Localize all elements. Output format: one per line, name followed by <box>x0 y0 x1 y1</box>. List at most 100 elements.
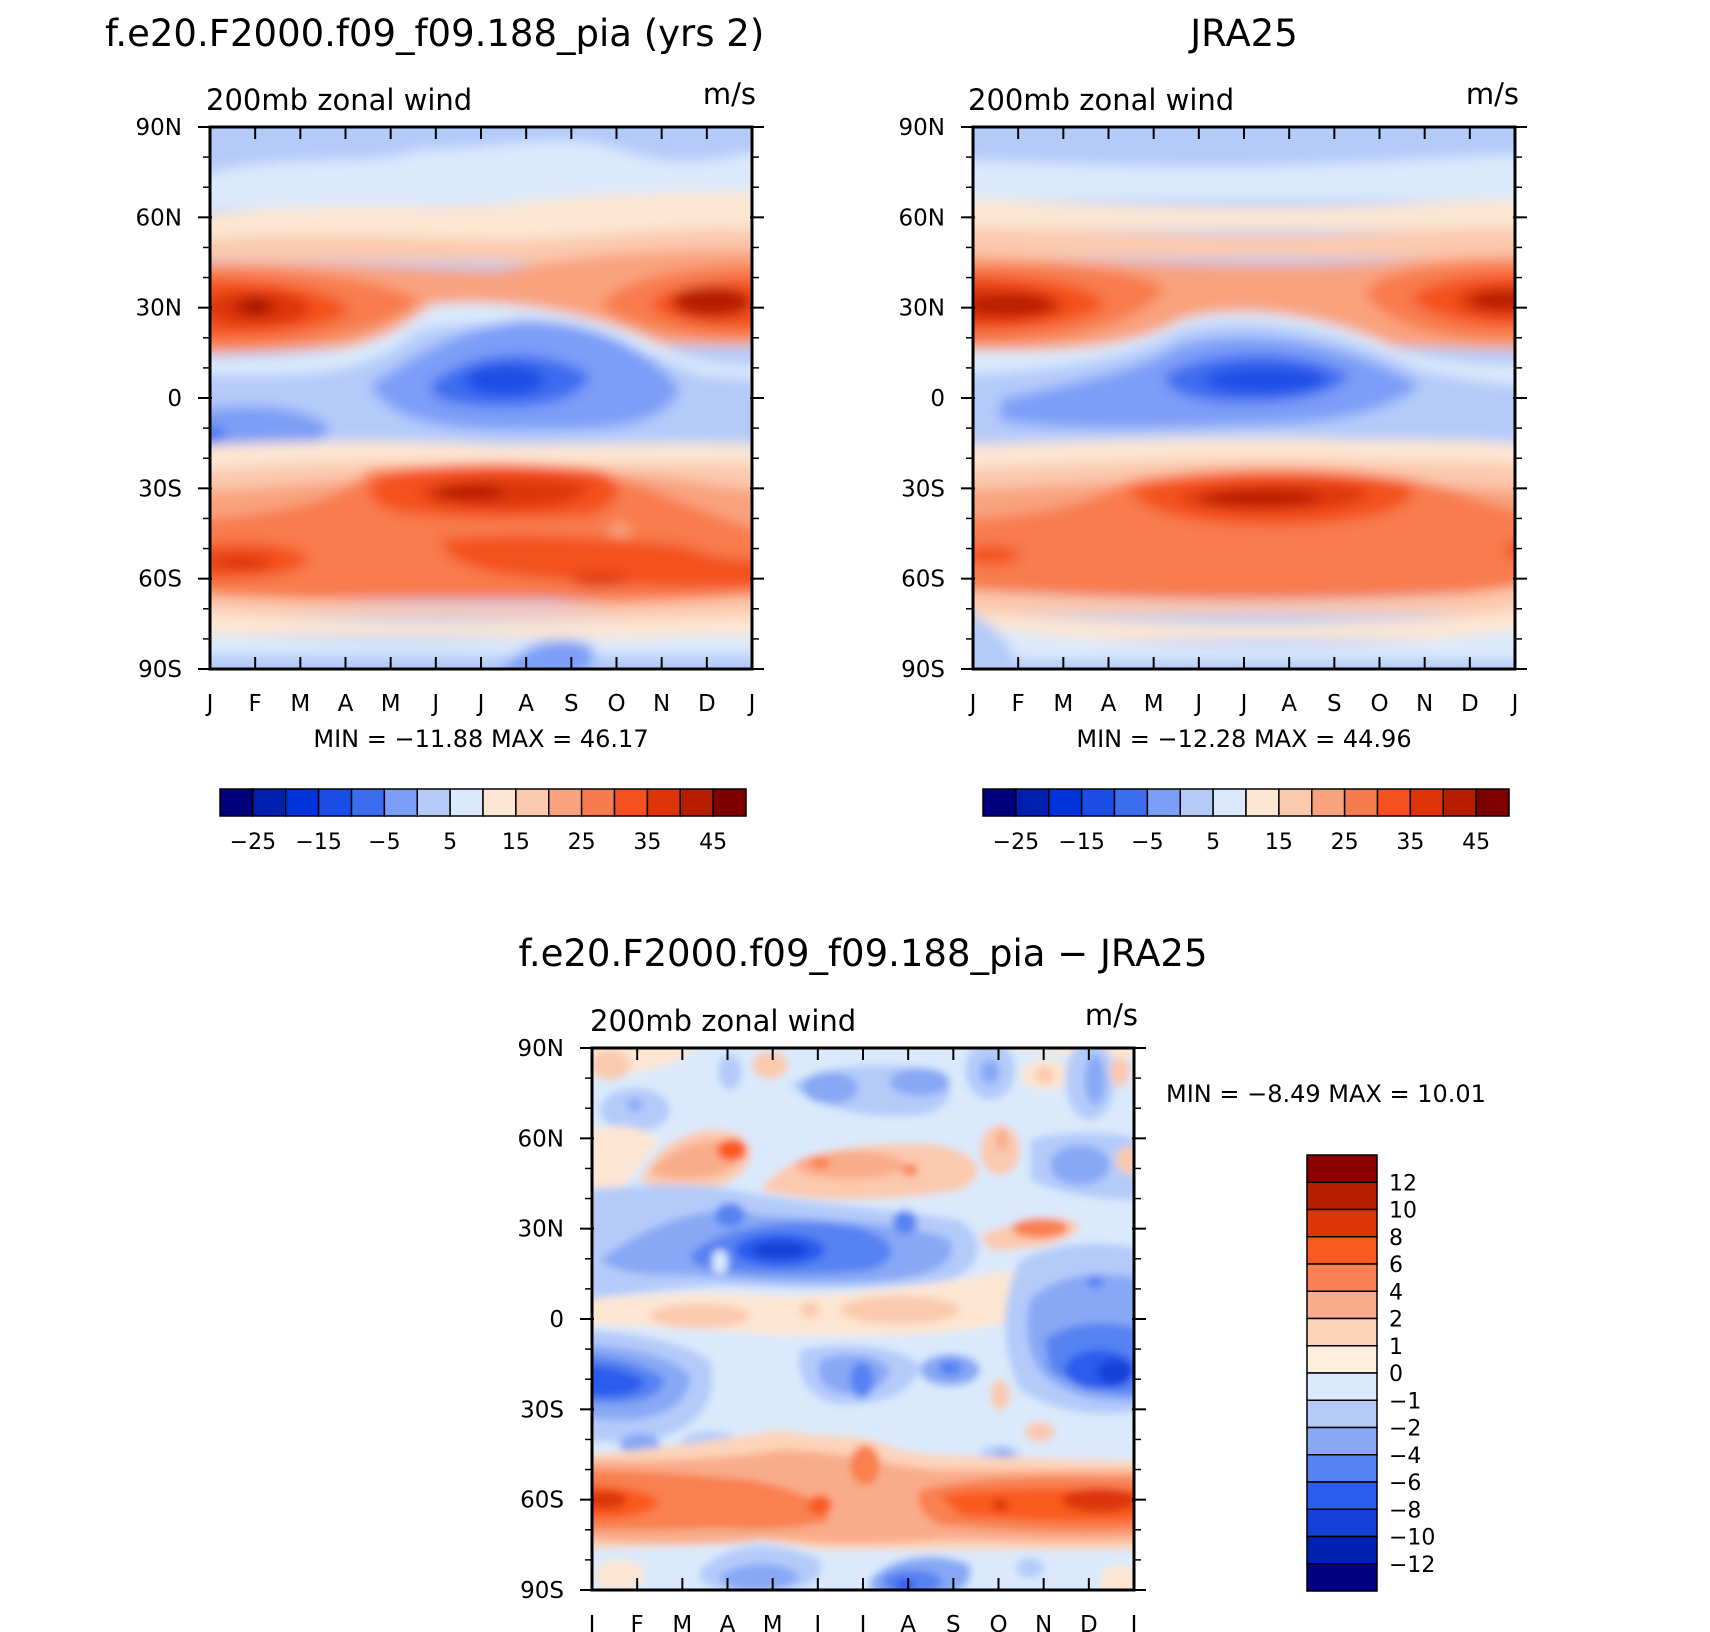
y-tick-label: 30N <box>899 296 945 322</box>
x-tick-label: D <box>1461 691 1479 717</box>
colorbar-swatch <box>548 788 583 817</box>
colorbar-swatch <box>350 788 386 817</box>
colorbar-label: 2 <box>1389 1308 1403 1333</box>
x-tick-label: J <box>476 691 485 717</box>
panel-title: f.e20.F2000.f09_f09.188_pia − JRA25 <box>519 932 1208 975</box>
colorbar-swatch <box>416 788 451 817</box>
contour-field <box>592 1048 1134 1590</box>
x-tick-label: J <box>812 1612 821 1632</box>
colorbar-label: −25 <box>993 830 1039 855</box>
colorbar-label: 5 <box>1206 830 1220 855</box>
x-tick-label: M <box>1053 691 1073 717</box>
colorbar-label: 0 <box>1389 1362 1403 1387</box>
colorbar-swatch <box>1306 1290 1378 1320</box>
colorbar-label: 5 <box>443 830 457 855</box>
colorbar-swatch <box>982 788 1017 817</box>
x-tick-label: D <box>1080 1612 1098 1632</box>
colorbar-swatch <box>646 788 681 817</box>
x-tick-label: A <box>1101 691 1117 717</box>
colorbar-swatch <box>449 788 484 817</box>
x-tick-label: J <box>205 691 214 717</box>
x-tick-label: S <box>564 691 579 717</box>
y-tick-label: 0 <box>167 386 182 412</box>
x-tick-label: N <box>653 691 670 717</box>
colorbar-swatch <box>1212 788 1247 817</box>
panel-left-label: 200mb zonal wind <box>968 83 1234 117</box>
y-tick-label: 30S <box>901 476 945 502</box>
colorbar-label: 8 <box>1389 1226 1403 1251</box>
x-tick-label: N <box>1035 1612 1052 1632</box>
colorbar-label: −15 <box>295 830 341 855</box>
y-tick-label: 0 <box>549 1307 564 1333</box>
panel-units-label: m/s <box>1466 77 1519 111</box>
colorbar-swatch <box>1179 788 1214 817</box>
x-tick-label: F <box>249 691 262 717</box>
colorbar-swatch <box>1475 788 1510 817</box>
panel-left-label: 200mb zonal wind <box>206 83 472 117</box>
y-tick-label: 90S <box>901 657 945 683</box>
colorbar-swatch <box>1306 1181 1378 1211</box>
colorbar-swatch <box>1306 1426 1378 1456</box>
colorbar-swatch <box>1146 788 1181 817</box>
panel-difference: f.e20.F2000.f09_f09.188_pia − JRA25 200m… <box>518 932 1486 1632</box>
x-tick-label: O <box>1370 691 1388 717</box>
colorbar-label: 35 <box>633 830 661 855</box>
x-tick-label: J <box>858 1612 867 1632</box>
x-tick-label: A <box>338 691 354 717</box>
colorbar-swatch <box>219 788 254 817</box>
x-tick-label: M <box>290 691 310 717</box>
colorbar-swatch <box>1306 1454 1378 1483</box>
y-tick-label: 60N <box>518 1126 564 1152</box>
colorbar-swatch <box>1048 788 1083 817</box>
x-tick-label: J <box>747 691 756 717</box>
x-tick-label: F <box>1012 691 1025 717</box>
colorbar-label: 15 <box>502 830 530 855</box>
colorbar-swatch <box>1306 1372 1378 1401</box>
panel-jra25: JRA25 200mb zonal wind m/s <box>899 12 1527 855</box>
colorbar-swatch <box>1306 1154 1378 1183</box>
colorbar-swatch <box>1343 788 1379 817</box>
x-tick-label: S <box>946 1612 961 1632</box>
colorbar-swatch <box>712 788 747 817</box>
colorbar-swatch <box>1306 1535 1378 1565</box>
colorbar-swatch <box>482 788 517 817</box>
x-tick-label: J <box>1129 1612 1138 1632</box>
y-tick-label: 30S <box>138 476 182 502</box>
colorbar-label: −8 <box>1389 1498 1421 1523</box>
colorbar-swatch <box>1113 788 1149 817</box>
colorbar: −25 −15 −5 5 15 25 35 45 <box>219 788 747 855</box>
x-tick-label: M <box>672 1612 692 1632</box>
colorbar-label: 12 <box>1389 1171 1417 1196</box>
min-max-label: MIN = −12.28 MAX = 44.96 <box>1076 725 1411 753</box>
axes: J F M A M J J A S O N D J 90N 60N 30N 0 30S 60S 90S <box>136 115 764 717</box>
colorbar-label: −10 <box>1389 1526 1435 1551</box>
colorbar-swatch <box>1015 788 1050 817</box>
y-tick-label: 60S <box>520 1488 564 1514</box>
x-tick-label: F <box>631 1612 644 1632</box>
contour-field <box>973 127 1515 669</box>
x-tick-label: M <box>763 1612 783 1632</box>
colorbar-label: 10 <box>1389 1199 1417 1224</box>
colorbar-swatch <box>1306 1317 1378 1347</box>
x-tick-label: M <box>381 691 401 717</box>
colorbar-swatch <box>1306 1563 1378 1592</box>
x-tick-label: J <box>430 691 439 717</box>
colorbar-swatch <box>1376 788 1412 817</box>
panel-title: f.e20.F2000.f09_f09.188_pia (yrs 2) <box>105 12 764 55</box>
colorbar-label: −25 <box>230 830 276 855</box>
min-max-label: MIN = −11.88 MAX = 46.17 <box>313 725 648 753</box>
y-tick-label: 90N <box>899 115 945 141</box>
colorbar-label: −2 <box>1389 1417 1421 1442</box>
colorbar-swatch <box>580 788 616 817</box>
panel-title: JRA25 <box>1188 12 1298 55</box>
panel-left-label: 200mb zonal wind <box>590 1004 856 1038</box>
colorbar-swatch <box>285 788 320 817</box>
x-tick-label: J <box>1510 691 1519 717</box>
colorbar-label: 15 <box>1265 830 1293 855</box>
min-max-label: MIN = −8.49 MAX = 10.01 <box>1166 1080 1486 1108</box>
colorbar-swatch <box>1409 788 1444 817</box>
colorbar-label: 45 <box>1462 830 1490 855</box>
colorbar-swatch <box>1306 1481 1378 1510</box>
colorbar-label: −6 <box>1389 1471 1421 1496</box>
